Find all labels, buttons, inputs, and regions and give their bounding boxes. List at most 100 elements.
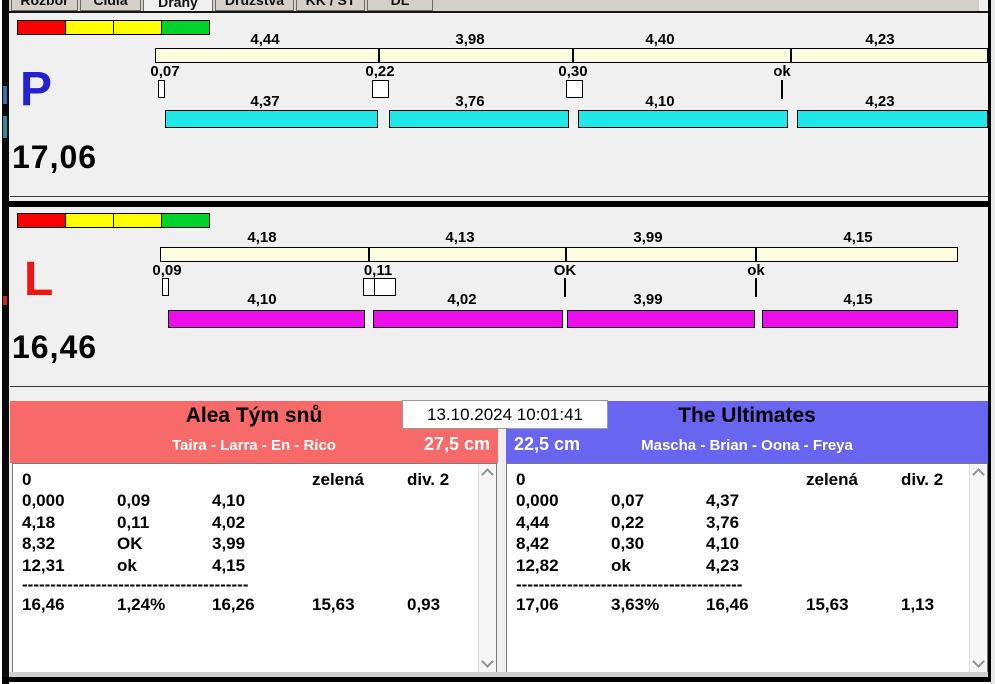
table-row: 0,000 0,09 4,10 (13, 490, 476, 511)
segment-value: 4,15 (843, 291, 873, 308)
table-row: 12,82 ok 4,23 (507, 555, 967, 576)
lane-p-segment-bar (797, 110, 988, 128)
desktop-edge (0, 0, 2, 684)
scale-tick (755, 248, 757, 261)
scale-value: 4,23 (865, 31, 895, 48)
cell: 0,22 (611, 513, 645, 532)
tab-rozbor[interactable]: Rozbor (11, 0, 78, 11)
cell (706, 469, 806, 490)
team-left-players: Taira - Larra - En - Rico (172, 437, 336, 454)
segment-value: 4,37 (250, 93, 280, 110)
cell (407, 512, 476, 533)
cell (312, 490, 407, 511)
marker-box (566, 80, 583, 98)
table-row: 0 zelená div. 2 (507, 469, 967, 490)
scale-tick (572, 49, 574, 62)
lane-p-segment-bar (165, 110, 378, 128)
panel-divider (10, 196, 988, 197)
marker-label: ok (747, 262, 765, 279)
team-right-name: The Ultimates (678, 404, 816, 427)
table-separator: ---------------------------------------- (22, 575, 249, 594)
marker-split-box (363, 278, 396, 296)
cell: 4,23 (706, 556, 740, 575)
cell (901, 512, 967, 533)
cell: 4,37 (706, 491, 740, 510)
scroll-down-icon[interactable] (481, 655, 494, 668)
tab-kk-st[interactable]: KK / ST (296, 0, 365, 11)
tab-druzstva[interactable]: Družstva (215, 0, 294, 11)
cell: 4,02 (212, 513, 246, 532)
lane-l-letter: L (24, 253, 54, 306)
scrollbar[interactable] (969, 464, 987, 672)
indicator-red (17, 213, 66, 228)
scale-value: 4,40 (645, 31, 675, 48)
marker-label: 0,11 (363, 262, 393, 279)
marker-narrow-box (162, 278, 169, 296)
cell: 4,10 (212, 491, 246, 510)
cell: 3,63% (611, 595, 660, 614)
marker-line (564, 278, 566, 297)
team-right-results-list[interactable]: 0 zelená div. 2 0,000 0,07 4,37 4,44 0,2… (506, 463, 988, 673)
scroll-up-icon[interactable] (972, 468, 985, 481)
indicator-green (161, 213, 210, 228)
lane-l-total: 16,46 (12, 329, 98, 365)
background-window-strip (2, 0, 9, 684)
cell: 15,63 (806, 595, 849, 614)
cell: 12,31 (22, 556, 65, 575)
cell (901, 555, 967, 576)
table-row: 8,32 OK 3,99 (13, 533, 476, 554)
scale-tick (378, 49, 380, 62)
cell: 8,32 (22, 534, 56, 553)
cell: 0,000 (22, 491, 65, 510)
cell: 0,93 (407, 595, 441, 614)
tab-cidla[interactable]: Čidla (80, 0, 141, 11)
cell: 12,82 (516, 556, 559, 575)
table-totals-row: 17,06 3,63% 16,46 15,63 1,13 (507, 594, 967, 615)
scale-value: 4,18 (247, 229, 277, 246)
lane-l-segment-bar (567, 310, 755, 328)
cell (611, 469, 706, 490)
cell (806, 533, 901, 554)
marker-line (781, 80, 783, 99)
scrollbar[interactable] (478, 464, 496, 672)
team-left-results-list[interactable]: 0 zelená div. 2 0,000 0,09 4,10 4,18 0,1… (12, 463, 497, 673)
table-separator: ---------------------------------------- (516, 575, 743, 594)
cell (901, 533, 967, 554)
window-right-border (988, 0, 991, 682)
scale-tick (565, 248, 567, 261)
tab-dl[interactable]: DL (367, 0, 433, 11)
scale-value: 3,99 (633, 229, 663, 246)
scroll-down-icon[interactable] (972, 655, 985, 668)
marker-label: OK (553, 262, 577, 279)
scale-value: 4,44 (250, 31, 280, 48)
cell (212, 469, 312, 490)
tab-drahy[interactable]: Dráhy (143, 0, 213, 11)
cell (407, 490, 476, 511)
lane-l-status-lights (17, 213, 210, 228)
cell: 0,09 (117, 491, 151, 510)
segment-value: 4,10 (247, 291, 277, 308)
cell: 3,99 (212, 534, 246, 553)
marker-label: 0,09 (152, 262, 182, 279)
panel-top-border (9, 11, 988, 13)
cell: 15,63 (312, 595, 355, 614)
table-row: 12,31 ok 4,15 (13, 555, 476, 576)
team-right-players: Mascha - Brian - Oona - Freya (641, 437, 853, 454)
cell: 16,26 (212, 595, 255, 614)
lane-p-total: 17,06 (12, 139, 98, 175)
scale-value: 3,98 (455, 31, 485, 48)
cell: 0,11 (117, 513, 150, 532)
table-row: 4,44 0,22 3,76 (507, 512, 967, 533)
cell (312, 533, 407, 554)
cell (407, 555, 476, 576)
segment-value: 4,02 (447, 291, 477, 308)
segment-value: 3,76 (455, 93, 485, 110)
cell (312, 555, 407, 576)
scroll-up-icon[interactable] (481, 468, 494, 481)
marker-label: ok (773, 63, 791, 80)
lane-l-scale-bar (160, 247, 958, 262)
scale-tick (368, 248, 370, 261)
cell: 0,30 (611, 534, 645, 553)
cell: 4,18 (22, 513, 56, 532)
